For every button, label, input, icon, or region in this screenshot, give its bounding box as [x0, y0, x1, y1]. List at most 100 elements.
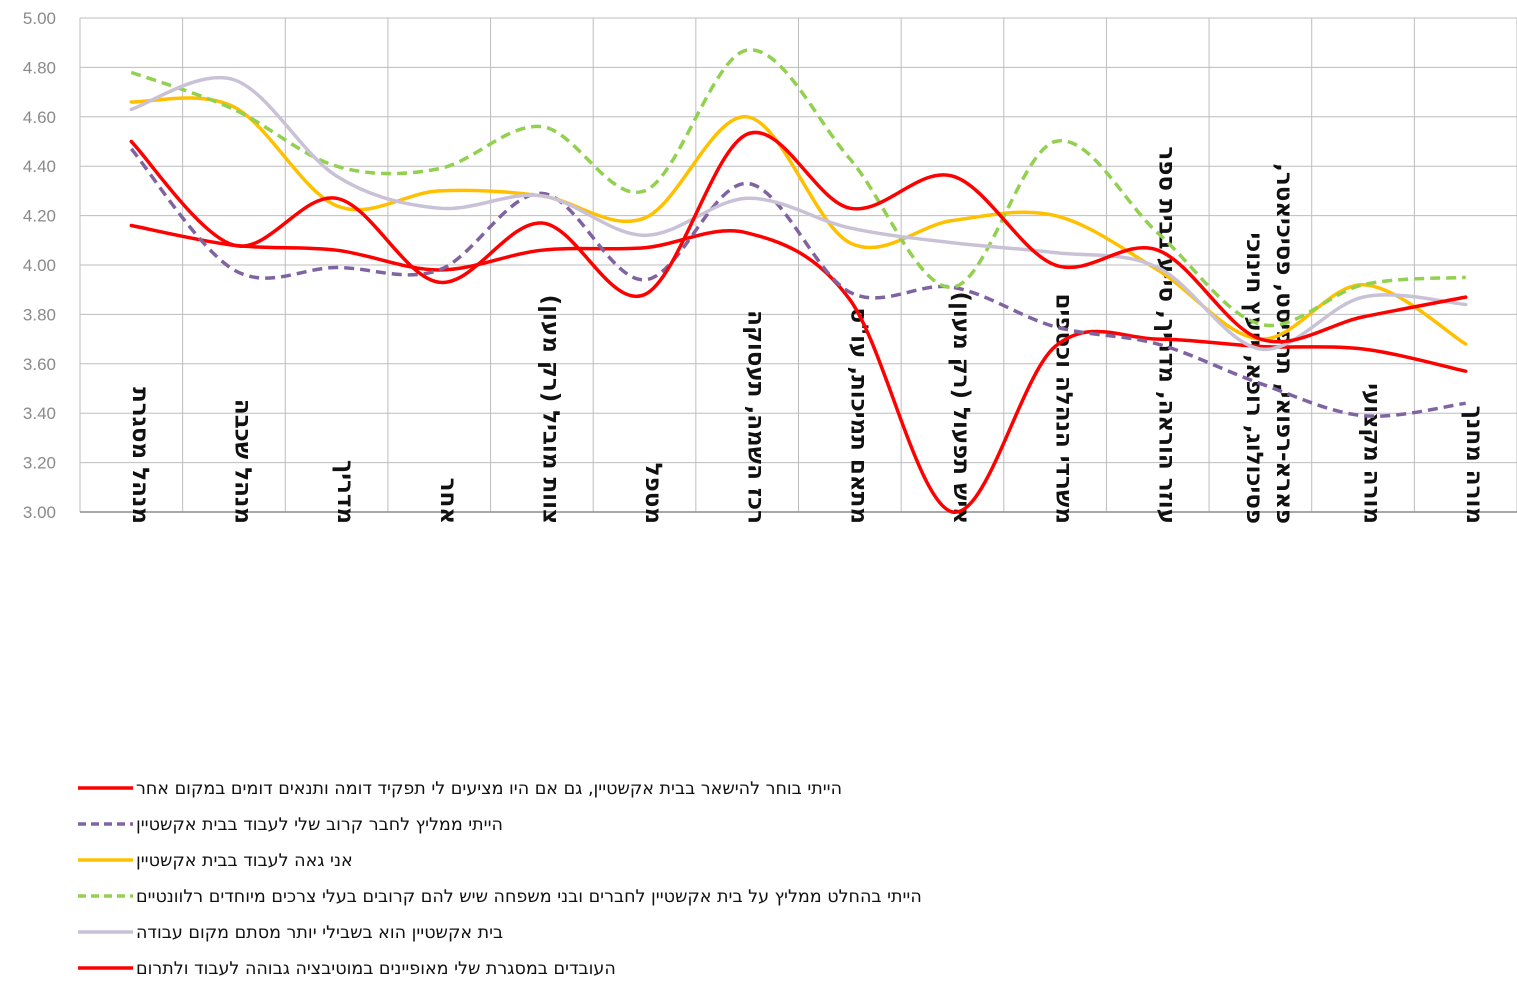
- x-category-label: מתאם תמיכות, עו"ס: [845, 308, 871, 524]
- x-category-label: רכז השמה, תעסוקה: [743, 310, 769, 524]
- series-6-point: [746, 132, 749, 135]
- x-category-label: אחר: [435, 478, 461, 524]
- series-1-point: [746, 231, 749, 234]
- legend-label: הייתי בוחר להישאר בבית אקשטיין, גם אם הי…: [136, 779, 842, 799]
- series-6-point: [1464, 296, 1467, 299]
- series-2-point: [1054, 325, 1057, 328]
- series-1-point: [1156, 338, 1159, 341]
- series-4-point: [1259, 323, 1262, 326]
- series-5-point: [848, 226, 851, 229]
- series-4-point: [1054, 140, 1057, 143]
- series-2-point: [335, 266, 338, 269]
- legend: הייתי בוחר להישאר בבית אקשטיין, גם אם הי…: [78, 779, 922, 979]
- legend-label: בית אקשטיין הוא בשבילי יותר מסתם מקום עב…: [136, 923, 503, 943]
- series-4-point: [746, 49, 749, 52]
- series-4-point: [1156, 231, 1159, 234]
- series-line-2: [129, 147, 1466, 418]
- series-2-point: [1464, 402, 1467, 405]
- series-5-point: [746, 197, 749, 200]
- y-tick-label: 3.60: [23, 355, 56, 374]
- series-6-point: [540, 221, 543, 224]
- series-2-point: [1361, 414, 1364, 417]
- series-4-point: [438, 167, 441, 170]
- y-tick-label: 3.00: [23, 503, 56, 522]
- y-axis: 3.00 3.20 3.40 3.60 3.80 4.00 4.20 4.40 4.60 4.80…: [23, 9, 56, 522]
- series-1-point: [1464, 370, 1467, 373]
- series-4-point: [335, 165, 338, 168]
- series-1-point: [1361, 347, 1364, 350]
- series-1-point: [643, 246, 646, 249]
- series-4-point: [848, 157, 851, 160]
- series-2-point: [130, 147, 133, 150]
- series-line-4: [130, 48, 1466, 328]
- series-6-point: [951, 174, 954, 177]
- series-6-point: [438, 281, 441, 284]
- series-2-point: [232, 268, 235, 271]
- x-category-label: מנהל מסגרת: [127, 387, 153, 524]
- grid: [79, 17, 1517, 513]
- x-category-label: מדריך: [332, 460, 358, 524]
- series-6-point: [1361, 315, 1364, 318]
- y-tick-label: 4.60: [23, 108, 56, 127]
- series-3-point: [1464, 342, 1467, 345]
- series-3-point: [130, 100, 133, 103]
- x-category-label: משרדי הנהלה וכספים: [1051, 294, 1077, 524]
- series-6-point: [1054, 263, 1057, 266]
- x-category-label: עוזר הוראה, מדריך, סייע בבית ספר: [1153, 146, 1179, 524]
- series-5-point: [438, 207, 441, 210]
- series-3-point: [848, 241, 851, 244]
- series-1-point: [130, 224, 133, 227]
- y-tick-label: 4.20: [23, 207, 56, 226]
- series-1-point: [848, 298, 851, 301]
- y-tick-label: 4.80: [23, 58, 56, 77]
- series-5-point: [1054, 251, 1057, 254]
- y-tick-label: 5.00: [23, 9, 56, 28]
- series-3-point: [951, 219, 954, 222]
- series-6-point: [335, 197, 338, 200]
- series-5-point: [1259, 347, 1262, 350]
- y-tick-label: 4.00: [23, 256, 56, 275]
- series-5-point: [1464, 303, 1467, 306]
- series-6-point: [848, 207, 851, 210]
- series-5-point: [1156, 266, 1159, 269]
- series-3-point: [643, 216, 646, 219]
- legend-label: הייתי בהחלט ממליץ על בית אקשטיין לחברים …: [136, 887, 922, 907]
- series-2-point: [848, 291, 851, 294]
- series-line-6: [129, 130, 1468, 344]
- series-5-point: [643, 234, 646, 237]
- series-3-point: [1054, 214, 1057, 217]
- series-2-point: [1259, 382, 1262, 385]
- series-1-point: [1054, 345, 1057, 348]
- series-5-point: [335, 174, 338, 177]
- series-4-point: [130, 71, 133, 74]
- series-1-point: [951, 510, 954, 513]
- series-line-5: [129, 76, 1468, 351]
- series-line-3: [129, 96, 1468, 346]
- series-1-point: [540, 249, 543, 252]
- x-category-label: איש תפעול (רק מעון): [948, 291, 974, 524]
- series-5-point: [951, 241, 954, 244]
- y-tick-label: 3.20: [23, 454, 56, 473]
- series-6-point: [1259, 338, 1262, 341]
- x-category-label: מנהל שכבה: [229, 399, 255, 524]
- series-1-point: [335, 249, 338, 252]
- series-4-point: [951, 286, 954, 289]
- series-2-point: [438, 268, 441, 271]
- y-tick-label: 3.40: [23, 404, 56, 423]
- x-category-label: מורה מחנך: [1461, 406, 1487, 524]
- series-6-point: [130, 140, 133, 143]
- series-4-point: [1464, 276, 1467, 279]
- series-5-point: [232, 78, 235, 81]
- series-4-point: [643, 189, 646, 192]
- series-4-point: [1361, 283, 1364, 286]
- series-6-point: [643, 293, 646, 296]
- legend-label: הייתי ממליץ לחבר קרוב שלי לעבוד בבית אקש…: [136, 815, 503, 835]
- x-category-label: צוות מוביל (רק מעון): [537, 295, 563, 524]
- series-5-point: [130, 108, 133, 111]
- series-4-point: [232, 108, 235, 111]
- series-6-point: [1156, 249, 1159, 252]
- series-2-point: [1156, 342, 1159, 345]
- series-3-point: [438, 189, 441, 192]
- legend-label: העובדים במסגרת שלי מאופיינים במוטיבציה ג…: [136, 959, 616, 979]
